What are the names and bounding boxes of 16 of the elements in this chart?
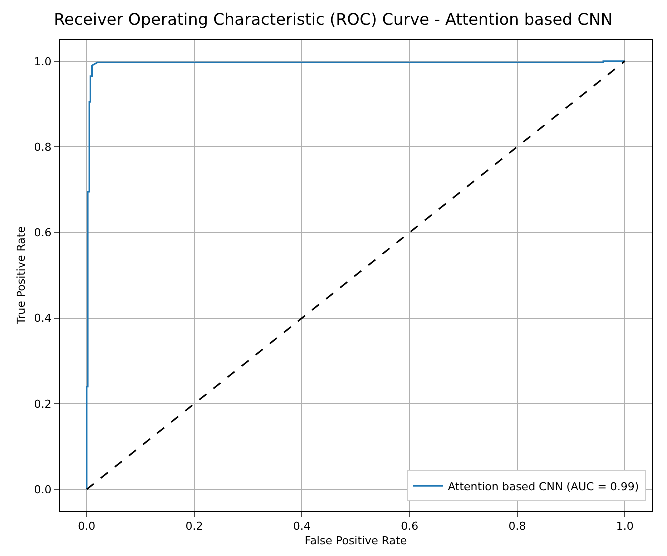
- x-tick-label: 0.0: [78, 520, 96, 534]
- y-tick-label: 0.6: [34, 226, 52, 240]
- chart-title: Receiver Operating Characteristic (ROC) Curve - Attention based CNN: [54, 10, 613, 30]
- y-tick-label: 1.0: [34, 55, 52, 68]
- y-tick-label: 0.0: [34, 483, 52, 496]
- legend-label: Attention based CNN (AUC = 0.99): [448, 480, 640, 494]
- x-tick-label: 0.6: [401, 520, 419, 534]
- y-axis-title: True Positive Rate: [14, 226, 28, 326]
- y-tick-label: 0.8: [34, 140, 52, 154]
- x-tick-label: 0.2: [186, 520, 204, 534]
- y-tick-label: 0.2: [34, 398, 52, 411]
- x-tick-label: 1.0: [616, 520, 634, 534]
- x-tick-label: 0.8: [508, 520, 526, 534]
- x-axis-title: False Positive Rate: [304, 534, 408, 548]
- x-tick-label: 0.4: [293, 520, 311, 534]
- y-tick-label: 0.4: [34, 312, 52, 326]
